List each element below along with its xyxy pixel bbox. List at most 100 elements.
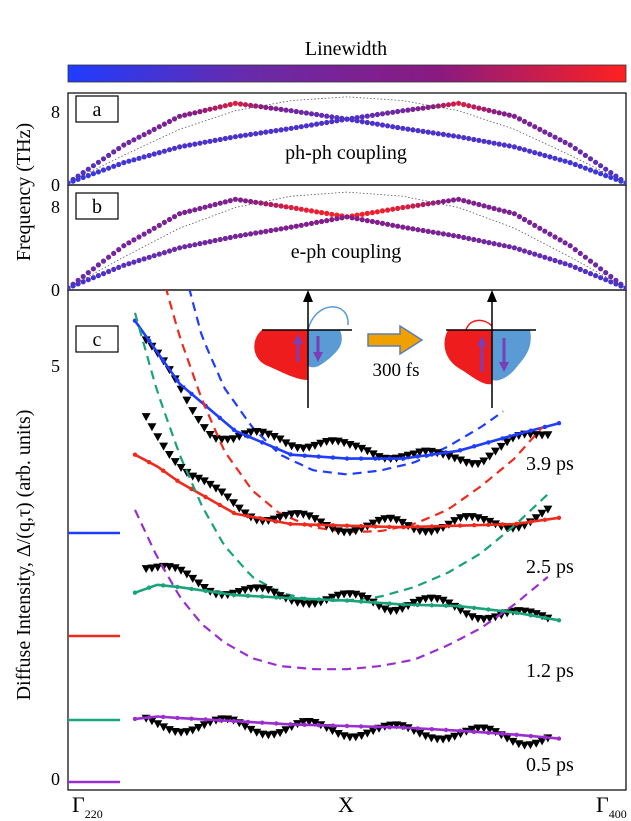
panel-a-branch-0-point [197,109,203,115]
panel-b-branch-0-point [324,210,330,216]
fit-point-3-9-ps [231,427,237,432]
fit-point-3-9-ps [528,428,533,433]
fit-point-0-5-ps [344,723,350,729]
panel-a-branch-1-point [521,147,528,153]
fit-point-1-2-ps [330,597,336,603]
panel-a-branch-0-point [593,159,599,165]
fit-point-1-2-ps [203,588,208,594]
dashed-curve-1-2-ps [133,312,549,602]
fit-point-0-5-ps [203,717,208,722]
panel-a-branch-0-point [364,113,370,119]
panel-b-branch-1-point [603,277,609,283]
panel-a-branch-0-point [587,156,594,162]
data-marker-3-9-ps [223,435,233,444]
panel-a-branch-0-point [603,166,609,172]
panel-b-branch-1-point [227,234,233,241]
panel-a-label: a [93,99,102,121]
panel-b-branch-1-point [182,244,188,250]
panel-a-branch-1-point [288,125,294,131]
panel-a-branch-1-point [248,131,254,137]
panel-a-branch-0-point [511,113,517,119]
fit-point-2-5-ps [288,521,293,527]
data-marker-2-5-ps [310,515,320,524]
panel-a-branch-1-point [542,152,548,159]
panel-b-branch-0-point [369,210,375,216]
panel-b-branch-0-point [293,205,299,211]
panel-b-branch-1-point [527,250,533,256]
data-marker-2-5-ps [432,526,442,535]
x-tick-gamma220: Γ220 [72,792,103,821]
panel-a-branch-1-point [461,135,467,141]
data-marker-0-5-ps [263,731,273,740]
data-marker-1-2-ps [357,592,367,601]
fit-point-3-9-ps [401,456,406,461]
panel-b-branch-0-point [471,200,477,206]
data-marker-3-9-ps [275,435,285,444]
panel-a-branch-1-point [572,161,578,168]
panel-a-branch-0-point [278,106,284,112]
fit-point-3-9-ps [245,434,251,439]
fit-point-0-5-ps [260,720,265,725]
fit-point-3-9-ps [175,378,180,383]
panel-b-branch-0-point [390,206,396,212]
panel-b-branch-0-point [582,254,589,260]
panel-b-branch-1-point [587,271,594,277]
data-marker-2-5-ps [211,484,221,493]
inset-right-down-arrowhead [499,362,509,372]
panel-b-branch-1-point [572,264,578,270]
data-marker-1-2-ps [147,564,157,573]
panel-b-branch-1-point [298,222,304,228]
panel-b-branch-1-point [359,217,365,223]
fit-point-1-2-ps [344,598,350,603]
panel-a-branch-0-point [425,104,431,110]
series-label-3-9ps: 3.9 ps [526,453,574,475]
data-marker-0-5-ps [182,728,192,737]
panel-b-branch-0-point [506,209,512,215]
data-marker-2-5-ps [461,513,471,522]
panel-a-branch-0-point [263,104,269,110]
panel-b-branch-0-point [263,201,269,207]
fit-point-2-5-ps [189,486,194,492]
panel-b-branch-0-point [100,258,107,264]
panel-b-branch-1-point [100,271,107,277]
panel-b-plot [68,191,626,290]
panel-b-branch-1-point [410,226,416,232]
panel-a-branch-1-point [415,128,421,134]
panel-b-branch-0-point [126,240,132,246]
data-marker-3-9-ps [327,437,337,446]
panel-a-branch-1-point [283,126,289,132]
panel-a-branch-1-point [121,160,127,166]
panel-a-branch-0-point [369,112,375,118]
panel-a-branch-1-point [425,129,431,135]
panel-a-branch-1-point [450,133,457,139]
inset-right-red-lobe [444,330,492,385]
panel-b-branch-1-point [111,266,117,272]
panel-c-frame [67,289,627,791]
data-marker-3-9-ps [188,407,198,416]
panel-a-branch-1-point [308,122,315,128]
data-marker-0-5-ps [362,729,372,738]
data-marker-3-9-ps [228,435,238,444]
panel-b-branch-1-point [258,229,264,235]
data-marker-3-9-ps [479,457,489,466]
data-marker-2-5-ps [281,511,291,520]
data-marker-1-2-ps [485,614,495,623]
panel-a-branch-0-point [126,139,132,145]
panel-a-branch-1-point [511,144,517,150]
panel-a-branch-0-point [572,145,578,152]
panel-b-branch-0-point [567,243,573,249]
data-marker-1-2-ps [141,565,151,574]
panel-a-branch-1-point [182,143,188,149]
panel-a-branch-1-point [557,157,563,163]
data-marker-1-2-ps [531,610,541,619]
panel-a-branch-1-point [445,132,452,138]
panel-a-branch-1-point [116,161,122,168]
panel-b-branch-0-point [395,205,401,211]
fit-point-3-9-ps [556,421,562,426]
panel-a-branch-1-point [197,140,203,146]
panel-a-branch-0-point [268,105,274,111]
panel-b-branch-1-point [405,225,411,231]
data-marker-3-9-ps [322,437,332,446]
panel-a-branch-0-point [506,112,512,118]
data-marker-1-2-ps [444,599,454,608]
